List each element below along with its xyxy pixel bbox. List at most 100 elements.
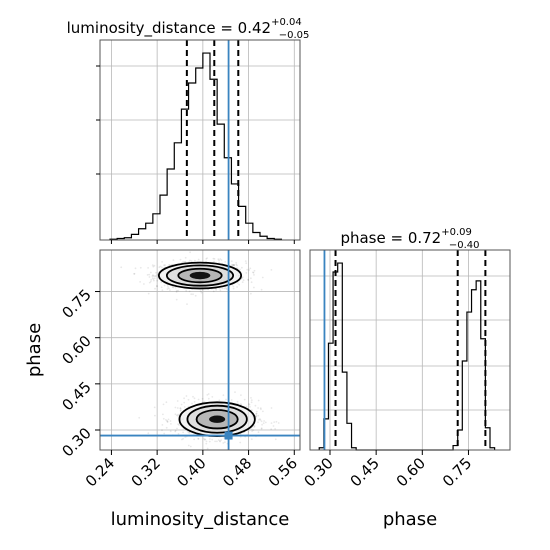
density-sample-point — [148, 273, 151, 276]
density-sample-point — [239, 268, 241, 271]
density-sample-point — [189, 259, 191, 262]
density-sample-point — [213, 260, 215, 263]
density-sample-point — [149, 280, 152, 283]
phase-xtick-label: 0.60 — [393, 454, 429, 490]
phase-xtick-label: 0.45 — [347, 454, 383, 490]
density-sample-point — [264, 421, 267, 424]
density-sample-point — [172, 286, 175, 289]
density-sample-point — [255, 416, 258, 418]
density-sample-point — [257, 421, 259, 424]
density-sample-point — [166, 288, 169, 290]
density-sample-point — [168, 264, 171, 267]
density-sample-point — [235, 263, 238, 266]
density-sample-point — [253, 286, 255, 289]
density-sample-point — [236, 264, 238, 267]
density-sample-point — [148, 281, 151, 284]
density-sample-point — [161, 429, 163, 432]
density-sample-point — [221, 287, 224, 290]
density-sample-point — [230, 399, 233, 401]
density-sample-point — [275, 420, 278, 423]
density-sample-point — [250, 399, 253, 401]
x-axis-label-phase: phase — [383, 509, 437, 530]
density-sample-point — [253, 274, 255, 276]
density-sample-point — [270, 422, 273, 424]
density-sample-point — [206, 394, 209, 396]
lumdist-title: luminosity_distance = 0.42+0.04 −0.05 — [67, 17, 310, 41]
density-sample-point — [183, 401, 186, 404]
density-sample-point — [163, 264, 166, 267]
density-sample-point — [255, 412, 258, 415]
density-sample-point — [186, 303, 188, 305]
density-sample-point — [151, 275, 154, 277]
density-sample-point — [232, 285, 235, 288]
density-sample-point — [160, 286, 163, 289]
density-sample-point — [153, 279, 155, 282]
density-sample-point — [231, 263, 233, 266]
density-sample-point — [257, 399, 260, 402]
density-sample-point — [120, 266, 123, 269]
density-sample-point — [222, 442, 225, 444]
density-sample-point — [151, 264, 154, 266]
density-sample-point — [147, 267, 150, 269]
density-sample-point — [203, 400, 206, 403]
density-sample-point — [242, 279, 245, 282]
density-sample-point — [248, 403, 251, 406]
density-sample-point — [251, 409, 253, 412]
density-sample-point — [133, 273, 136, 275]
density-sample-point — [255, 412, 258, 415]
density-sample-point — [156, 285, 158, 288]
density-sample-point — [232, 264, 235, 266]
density-sample-point — [244, 260, 247, 262]
density-sample-point — [148, 276, 151, 278]
density-sample-point — [204, 438, 207, 441]
density-sample-point — [249, 267, 252, 270]
phase-xtick-label: 0.75 — [439, 454, 475, 490]
density-sample-point — [219, 289, 222, 292]
density-sample-point — [211, 438, 214, 441]
density-sample-point — [247, 278, 249, 281]
density-sample-point — [166, 421, 169, 423]
density-sample-point — [248, 403, 250, 405]
density-sample-point — [209, 438, 211, 440]
density-sample-point — [178, 424, 180, 426]
density-sample-point — [165, 401, 168, 404]
density-sample-point — [257, 407, 259, 409]
lumdist-title-main: luminosity_distance = 0.42 — [67, 19, 271, 38]
density-sample-point — [225, 288, 228, 291]
density-sample-point — [162, 417, 165, 420]
density-sample-point — [238, 283, 241, 286]
density-sample-point — [170, 423, 172, 425]
density-sample-point — [165, 426, 168, 429]
density-sample-point — [277, 422, 280, 424]
density-sample-point — [206, 447, 209, 450]
density-sample-point — [171, 286, 174, 289]
lumdist-xtick-label: 0.48 — [219, 454, 255, 490]
density-sample-point — [273, 421, 276, 423]
density-sample-point — [241, 276, 244, 278]
density-sample-point — [250, 401, 253, 404]
density-sample-point — [152, 275, 155, 277]
density-sample-point — [207, 393, 210, 395]
density-sample-point — [166, 420, 169, 423]
truth-marker — [224, 431, 233, 440]
density-sample-point — [172, 259, 175, 261]
lumdist-histogram-step — [109, 52, 283, 240]
density-sample-point — [214, 440, 217, 443]
density-sample-point — [175, 291, 178, 293]
phase-title-sub: −0.40 — [449, 240, 480, 251]
density-sample-point — [245, 262, 248, 265]
density-sample-point — [182, 431, 185, 434]
density-sample-point — [185, 395, 188, 397]
density-sample-point — [257, 414, 260, 417]
density-sample-point — [151, 277, 154, 279]
density-sample-point — [220, 259, 223, 261]
density-sample-point — [188, 431, 190, 434]
density-sample-point — [248, 269, 251, 271]
density-sample-point — [224, 261, 227, 263]
phase-ytick-label: 0.60 — [58, 332, 94, 368]
density-sample-point — [185, 289, 188, 292]
density-sample-point — [263, 420, 265, 422]
density-sample-point — [252, 271, 255, 274]
density-sample-point — [155, 271, 157, 274]
density-sample-point — [223, 287, 226, 290]
